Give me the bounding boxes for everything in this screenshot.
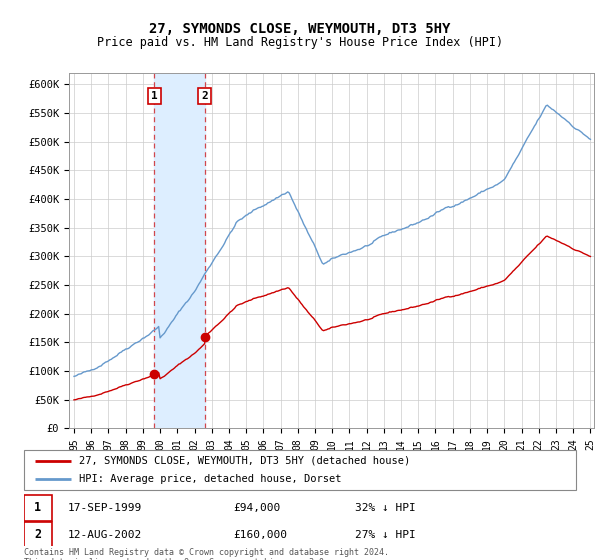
Text: 27% ↓ HPI: 27% ↓ HPI (355, 530, 416, 540)
Text: HPI: Average price, detached house, Dorset: HPI: Average price, detached house, Dors… (79, 474, 342, 484)
Text: 27, SYMONDS CLOSE, WEYMOUTH, DT3 5HY: 27, SYMONDS CLOSE, WEYMOUTH, DT3 5HY (149, 22, 451, 36)
Text: 1: 1 (151, 91, 158, 101)
FancyBboxPatch shape (24, 450, 576, 490)
Text: 17-SEP-1999: 17-SEP-1999 (68, 503, 142, 513)
Text: 2: 2 (201, 91, 208, 101)
Text: Contains HM Land Registry data © Crown copyright and database right 2024.
This d: Contains HM Land Registry data © Crown c… (24, 548, 389, 560)
Text: £160,000: £160,000 (234, 530, 288, 540)
Text: 32% ↓ HPI: 32% ↓ HPI (355, 503, 416, 513)
Text: 2: 2 (34, 528, 41, 542)
Text: 1: 1 (34, 501, 41, 515)
Text: £94,000: £94,000 (234, 503, 281, 513)
Text: 12-AUG-2002: 12-AUG-2002 (68, 530, 142, 540)
FancyBboxPatch shape (24, 495, 52, 521)
Bar (154, 73, 205, 428)
FancyBboxPatch shape (24, 522, 52, 548)
Text: Price paid vs. HM Land Registry's House Price Index (HPI): Price paid vs. HM Land Registry's House … (97, 36, 503, 49)
Text: 27, SYMONDS CLOSE, WEYMOUTH, DT3 5HY (detached house): 27, SYMONDS CLOSE, WEYMOUTH, DT3 5HY (de… (79, 456, 410, 465)
